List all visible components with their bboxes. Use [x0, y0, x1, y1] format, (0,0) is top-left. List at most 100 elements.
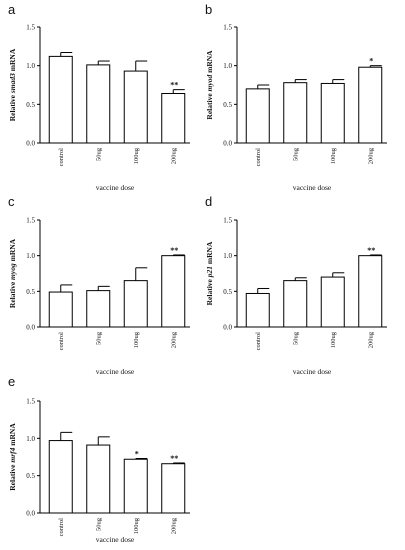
category-label: 100ug	[133, 517, 140, 534]
y-title-prefix: Relative	[205, 277, 214, 305]
bar-100ug	[320, 276, 345, 328]
y-title-suffix: mRNA	[205, 50, 214, 75]
x-axis-title: vaccine dose	[96, 535, 135, 544]
y-tick-label: 1.5	[26, 398, 35, 406]
y-tick-label: 1.5	[223, 217, 232, 225]
y-tick-label: 1.0	[26, 62, 35, 70]
panel-b: b 0.0 0.5 1.0 1.5 Relative myod mRNA control 50…	[205, 2, 387, 192]
x-axis-title: vaccine dose	[96, 183, 135, 192]
category-label: 50ug	[292, 331, 299, 345]
y-title-prefix: Relative	[8, 280, 17, 308]
y-tick-label: 0.5	[26, 472, 35, 480]
panel-letter: c	[8, 194, 15, 209]
y-title-suffix: mRNA	[205, 241, 214, 266]
significance-marker: **	[170, 246, 178, 255]
category-label: control	[255, 332, 262, 351]
y-title-suffix: mRNA	[8, 238, 17, 263]
bar-100ug	[320, 82, 345, 144]
category-label: 50ug	[95, 517, 102, 531]
bar-control	[48, 440, 73, 514]
y-title-prefix: Relative	[8, 463, 17, 491]
bar-100ug	[123, 458, 148, 514]
category-label: 100ug	[330, 331, 337, 348]
y-title-suffix: mRNA	[8, 48, 17, 73]
y-title-gene: smad3	[8, 73, 17, 94]
y-tick-label: 0.5	[223, 101, 232, 109]
y-tick-label: 0.5	[223, 288, 232, 296]
category-label: control	[58, 148, 65, 167]
bar-200ug	[358, 255, 383, 328]
y-tick-label: 0.5	[26, 288, 35, 296]
category-label: 100ug	[133, 331, 140, 348]
panel-letter: d	[205, 194, 212, 209]
y-axis-title: Relative myog mRNA	[8, 238, 17, 308]
category-label: 100ug	[330, 147, 337, 164]
category-label: 50ug	[292, 147, 299, 161]
panel-c: c 0.0 0.5 1.0 1.5 Relative myog mRNA control 50…	[8, 194, 190, 376]
bar-50ug	[86, 64, 111, 144]
category-label: 200ug	[170, 331, 177, 348]
y-title-prefix: Relative	[8, 93, 17, 121]
panel-letter: e	[8, 374, 15, 389]
bar-control	[245, 292, 270, 328]
significance-marker: **	[170, 81, 178, 90]
category-label: 50ug	[95, 147, 102, 161]
bar-50ug	[283, 280, 308, 328]
category-label: control	[58, 332, 65, 351]
bar-200ug	[358, 66, 383, 144]
x-axis-title: vaccine dose	[293, 183, 332, 192]
y-title-gene: mrf4	[8, 447, 17, 462]
y-tick-label: 0.5	[26, 101, 35, 109]
category-label: control	[58, 518, 65, 537]
y-tick-label: 0.0	[26, 140, 35, 148]
category-label: 50ug	[95, 331, 102, 345]
x-axis-title: vaccine dose	[96, 367, 135, 376]
category-label: 200ug	[367, 147, 374, 164]
y-axis-title: Relative mrf4 mRNA	[8, 423, 17, 491]
bar-50ug	[86, 290, 111, 328]
bar-200ug	[161, 255, 186, 328]
y-title-suffix: mRNA	[8, 423, 17, 448]
significance-marker: *	[369, 57, 373, 66]
category-label: control	[255, 148, 262, 167]
category-label: 200ug	[367, 331, 374, 348]
bar-200ug	[161, 93, 186, 144]
y-title-gene: p21	[205, 266, 214, 278]
y-tick-label: 0.0	[26, 510, 35, 518]
panel-letter: a	[8, 2, 16, 17]
panel-a: a 0.0 0.5 1.0 1.5 Relative smad3 mRNA control 5…	[8, 2, 190, 192]
bar-control	[245, 88, 270, 144]
y-title-prefix: Relative	[205, 91, 214, 119]
panel-letter: b	[205, 2, 212, 17]
y-title-gene: myog	[8, 263, 17, 280]
category-label: 200ug	[170, 517, 177, 534]
y-tick-label: 1.0	[223, 62, 232, 70]
y-tick-label: 1.0	[26, 435, 35, 443]
y-tick-label: 1.5	[223, 24, 232, 32]
bar-50ug	[283, 82, 308, 144]
category-label: 100ug	[133, 147, 140, 164]
y-axis-title: Relative myod mRNA	[205, 50, 214, 120]
bar-200ug	[161, 463, 186, 514]
y-tick-label: 0.0	[223, 140, 232, 148]
significance-marker: **	[170, 454, 178, 463]
panel-d: d 0.0 0.5 1.0 1.5 Relative p21 mRNA control 50u…	[205, 194, 387, 376]
panel-e: e 0.0 0.5 1.0 1.5 Relative mrf4 mRNA control 50…	[8, 374, 190, 544]
significance-marker: *	[135, 449, 139, 458]
y-tick-label: 1.0	[26, 252, 35, 260]
category-label: 200ug	[170, 147, 177, 164]
y-title-gene: myod	[205, 75, 214, 92]
bar-control	[48, 291, 73, 328]
y-tick-label: 1.5	[26, 24, 35, 32]
bar-100ug	[123, 280, 148, 328]
y-tick-label: 1.5	[26, 217, 35, 225]
y-axis-title: Relative p21 mRNA	[205, 241, 214, 305]
significance-marker: **	[367, 246, 375, 255]
y-axis-title: Relative smad3 mRNA	[8, 48, 17, 121]
y-tick-label: 0.0	[26, 324, 35, 332]
x-axis-title: vaccine dose	[293, 367, 332, 376]
y-tick-label: 1.0	[223, 252, 232, 260]
bar-control	[48, 55, 73, 144]
y-tick-label: 0.0	[223, 324, 232, 332]
